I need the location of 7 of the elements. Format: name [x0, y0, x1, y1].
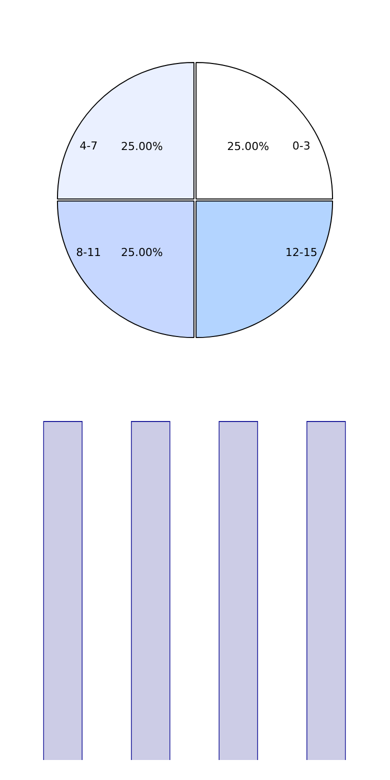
slice-label: 8-11: [76, 246, 102, 260]
slice-label: 4-7: [80, 140, 98, 153]
data-label: 25.00%: [227, 140, 270, 153]
slice-label: 12-15: [285, 246, 318, 260]
data-label: 25.00%: [120, 140, 163, 153]
slice-label: 0-3: [292, 140, 310, 153]
data-label: 25.00%: [120, 246, 163, 259]
